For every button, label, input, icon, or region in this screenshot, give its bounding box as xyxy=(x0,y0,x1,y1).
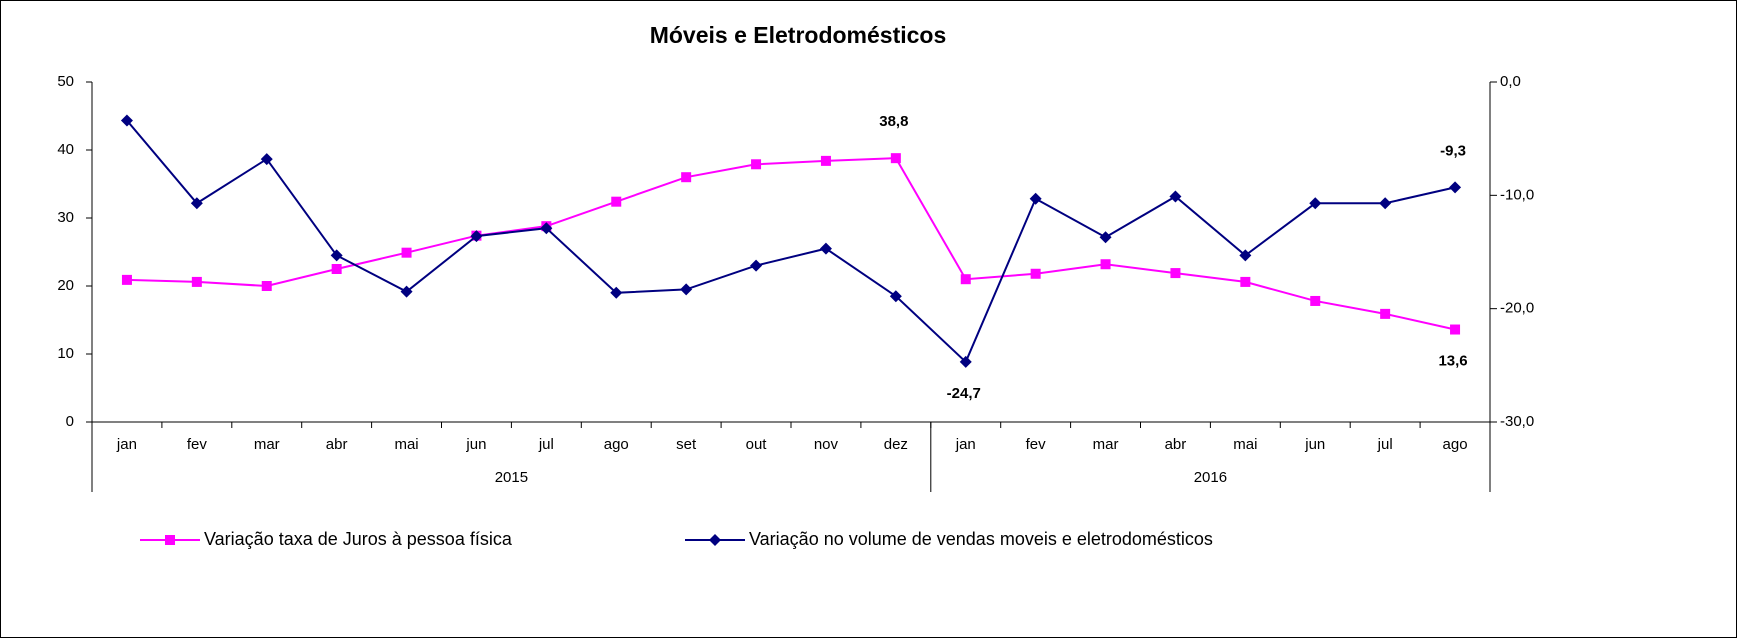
data-point xyxy=(751,159,762,170)
data-point xyxy=(470,230,483,243)
x-tick-label: mar xyxy=(1093,436,1119,453)
data-point xyxy=(681,172,692,183)
legend-marker xyxy=(709,534,721,546)
x-tick-label: jul xyxy=(538,436,554,453)
data-point xyxy=(1449,181,1462,194)
group-label: 2016 xyxy=(1194,469,1227,486)
data-label: -9,3 xyxy=(1440,142,1466,159)
data-point xyxy=(820,155,831,166)
data-point xyxy=(260,153,273,166)
x-tick-label: jan xyxy=(116,436,137,453)
data-point xyxy=(1100,259,1111,270)
data-label: 13,6 xyxy=(1438,352,1467,369)
x-tick-label: dez xyxy=(884,436,908,453)
x-tick-label: fev xyxy=(1026,436,1047,453)
data-point xyxy=(401,247,412,258)
series-line xyxy=(126,157,1456,331)
data-point xyxy=(1310,295,1321,306)
x-tick-label: mai xyxy=(1233,436,1257,453)
x-tick-label: mar xyxy=(254,436,280,453)
legend-label: Variação taxa de Juros à pessoa física xyxy=(204,529,513,549)
data-point xyxy=(191,276,202,287)
y-tick-label: 10 xyxy=(57,345,74,362)
x-tick-label: jan xyxy=(955,436,976,453)
legend-label: Variação no volume de vendas moveis e el… xyxy=(749,529,1213,549)
x-tick-label: ago xyxy=(1443,436,1468,453)
data-point xyxy=(1169,190,1182,203)
y-tick-label: 0 xyxy=(66,413,74,430)
x-tick-label: jun xyxy=(1304,436,1325,453)
data-point xyxy=(889,290,902,303)
x-tick-label: jul xyxy=(1377,436,1393,453)
data-point xyxy=(121,274,132,285)
series-line xyxy=(126,119,1456,364)
data-point xyxy=(330,249,343,262)
y2-tick-label: 0,0 xyxy=(1500,73,1521,90)
data-point xyxy=(1029,192,1042,205)
data-point xyxy=(400,285,413,298)
data-point xyxy=(1380,308,1391,319)
data-point xyxy=(1099,231,1112,244)
data-point xyxy=(610,286,623,299)
data-point xyxy=(959,355,972,368)
data-point xyxy=(611,196,622,207)
data-label: -24,7 xyxy=(947,385,981,402)
y2-tick-label: -20,0 xyxy=(1500,300,1534,317)
data-point xyxy=(190,197,203,210)
data-point xyxy=(120,114,133,127)
data-point xyxy=(261,281,272,291)
data-point xyxy=(890,153,901,164)
x-tick-label: mai xyxy=(394,436,418,453)
data-point xyxy=(1170,268,1181,279)
data-point xyxy=(1379,197,1392,210)
data-point xyxy=(819,242,832,255)
y2-tick-label: -30,0 xyxy=(1500,413,1534,430)
data-point xyxy=(1030,268,1041,279)
data-point xyxy=(540,222,553,235)
y-tick-label: 20 xyxy=(57,277,74,294)
data-label: 38,8 xyxy=(879,113,908,130)
data-point xyxy=(1240,276,1251,287)
y-tick-label: 40 xyxy=(57,141,74,158)
data-point xyxy=(1450,324,1461,335)
data-point xyxy=(1239,249,1252,262)
x-tick-label: set xyxy=(676,436,697,453)
y-tick-label: 50 xyxy=(57,73,74,90)
x-tick-label: abr xyxy=(326,436,348,453)
data-point xyxy=(680,283,693,296)
x-tick-label: out xyxy=(746,436,768,453)
y2-tick-label: -10,0 xyxy=(1500,186,1534,203)
x-tick-label: nov xyxy=(814,436,839,453)
y-tick-label: 30 xyxy=(57,209,74,226)
x-tick-label: fev xyxy=(187,436,208,453)
x-tick-label: abr xyxy=(1165,436,1187,453)
data-point xyxy=(960,274,971,285)
legend-marker xyxy=(165,535,175,545)
data-point xyxy=(331,264,342,274)
group-label: 2015 xyxy=(495,469,528,486)
x-tick-label: jun xyxy=(465,436,486,453)
chart-title: Móveis e Eletrodomésticos xyxy=(650,22,947,48)
data-point xyxy=(750,259,763,272)
data-point xyxy=(1309,197,1322,210)
x-tick-label: ago xyxy=(604,436,629,453)
